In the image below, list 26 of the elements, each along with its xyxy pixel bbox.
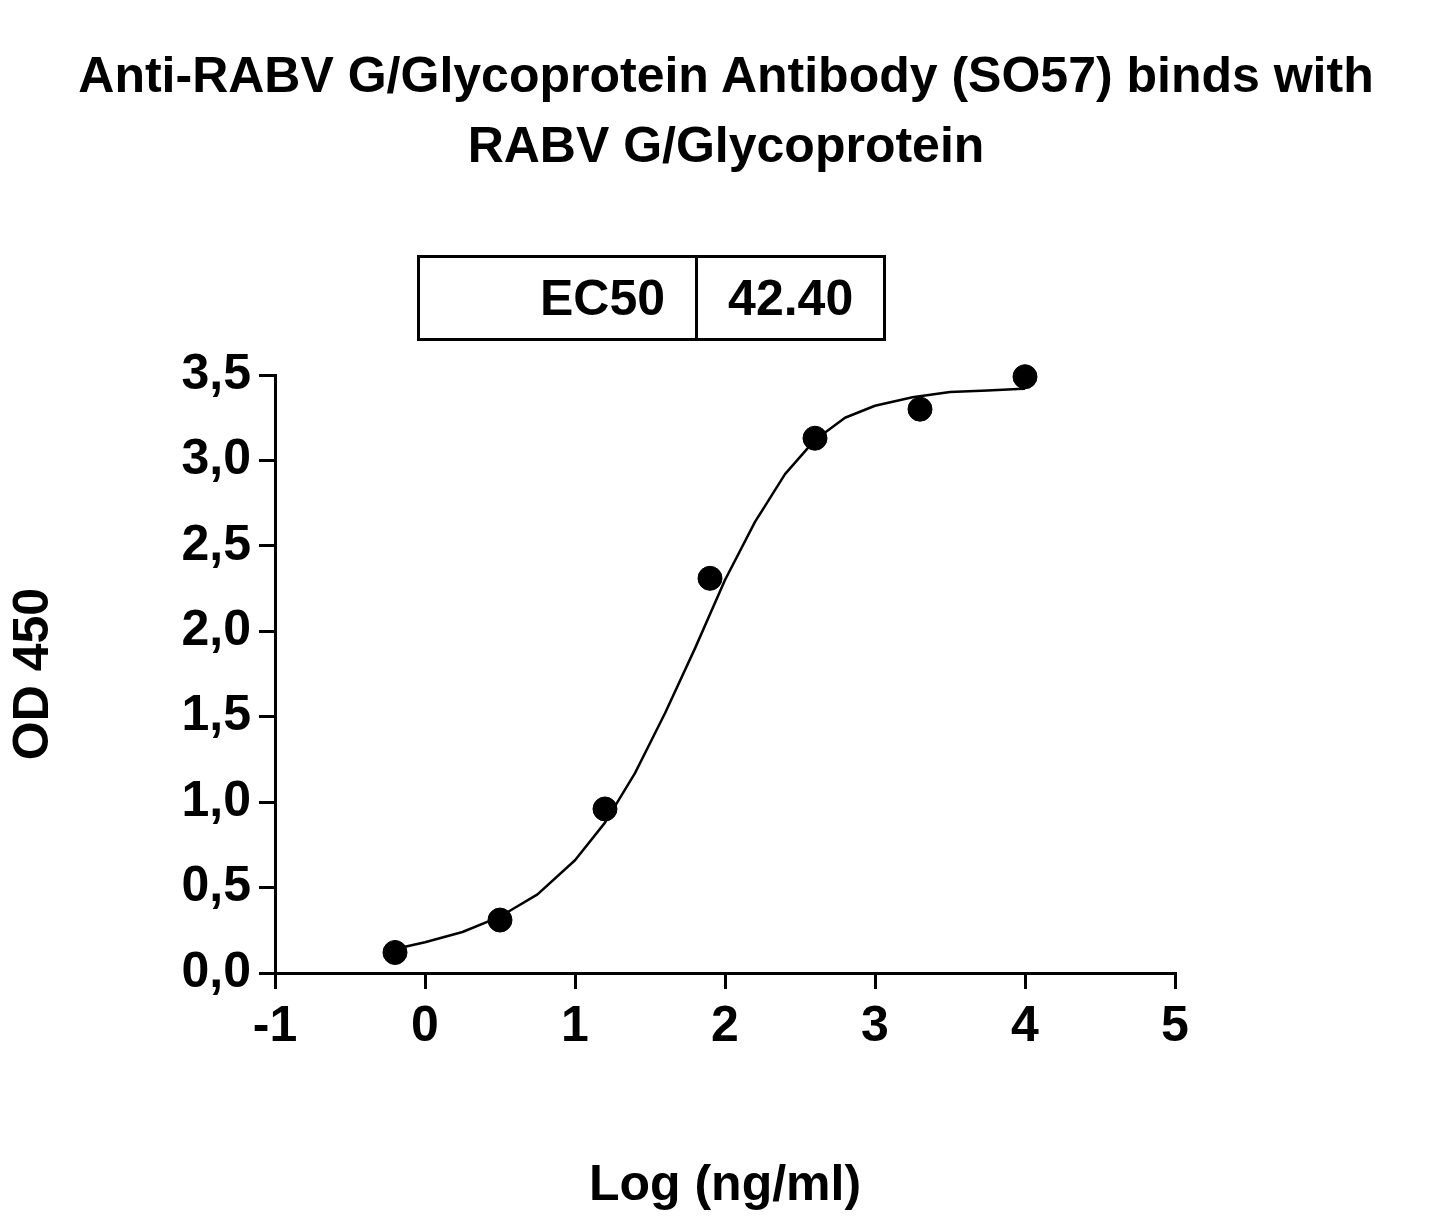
x-tick-label: -1 [252,995,298,1052]
y-axis-title: OD 450 [2,587,59,761]
x-tick-label: 1 [561,995,589,1052]
y-tick-label: 0,0 [181,941,251,998]
point [1012,364,1038,390]
x-tick-label: 0 [411,995,439,1052]
x-tick-label: 3 [861,995,889,1052]
point [592,796,618,822]
y-tick-label: 2,5 [181,514,251,571]
x-tick-label: 2 [711,995,739,1052]
x-axis-title: Log (ng/ml) [588,1154,862,1211]
point [802,425,828,451]
y-tick-label: 3,0 [181,429,251,486]
y-tick-label: 1,5 [181,685,251,742]
y-tick-label: 3,5 [181,343,251,400]
point [907,396,933,422]
text: 42.40 [696,256,885,340]
point [382,940,408,965]
x-tick-label: 4 [1011,995,1040,1052]
y-tick-label: 0,5 [181,856,251,913]
point [697,565,723,591]
text: EC50 [418,256,697,340]
y-tick-label: 2,0 [181,600,251,657]
x-tick-label: 5 [1161,995,1189,1052]
chart-title: Anti-RABV G/Glycoprotein Antibody (SO57) binds with RABV G/Glycoprotein [77,46,1375,175]
y-tick-label: 1,0 [181,770,251,827]
